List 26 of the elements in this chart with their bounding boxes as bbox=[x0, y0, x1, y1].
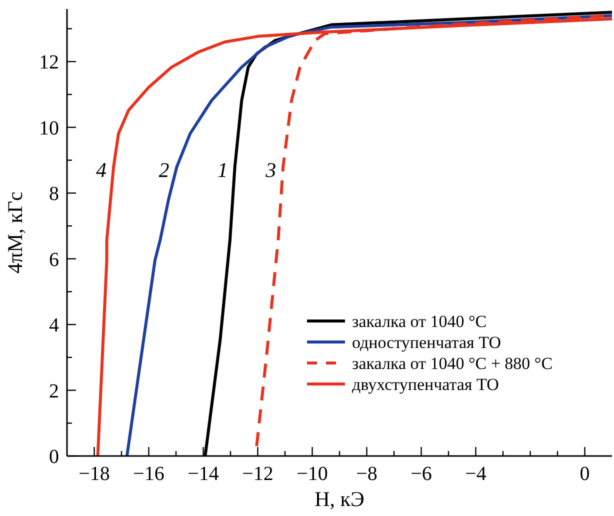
y-tick-label: 4 bbox=[49, 314, 59, 337]
legend-label: закалка от 1040 °C + 880 °C bbox=[352, 354, 553, 373]
annotation: 4 bbox=[96, 158, 108, 182]
x-tick-label: −6 bbox=[410, 463, 432, 485]
annotation: 2 bbox=[158, 158, 170, 182]
legend-label: двухступенчатая ТО bbox=[352, 375, 499, 394]
x-tick-label: −8 bbox=[356, 463, 378, 485]
y-tick-label: 10 bbox=[39, 117, 59, 140]
x-tick-label: −16 bbox=[133, 463, 164, 485]
x-tick-label: −12 bbox=[242, 463, 274, 485]
legend-label: закалка от 1040 °C bbox=[352, 312, 487, 331]
x-axis-title: H, кЭ bbox=[314, 487, 364, 511]
x-tick-label: −10 bbox=[296, 463, 328, 485]
x-tick-label: 0 bbox=[580, 463, 590, 485]
legend-label: одноступенчатая ТО bbox=[352, 333, 502, 352]
y-tick-label: 2 bbox=[49, 380, 59, 402]
y-tick-label: 6 bbox=[49, 248, 59, 271]
y-tick-label: 12 bbox=[39, 52, 59, 74]
x-tick-label: −18 bbox=[78, 463, 110, 485]
y-axis-title: 4πM, кГс bbox=[3, 192, 27, 274]
annotation: 1 bbox=[217, 158, 228, 182]
y-tick-label: 8 bbox=[49, 183, 59, 206]
y-tick-label: 0 bbox=[49, 446, 59, 468]
x-tick-label: −14 bbox=[188, 463, 219, 485]
annotation: 3 bbox=[264, 158, 276, 182]
x-tick-label: −4 bbox=[465, 463, 486, 485]
